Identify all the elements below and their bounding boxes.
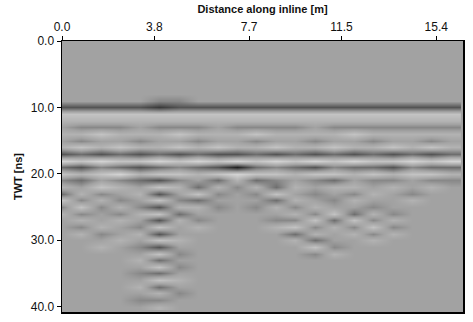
svg-text:Distance along inline [m]: Distance along inline [m] — [197, 3, 328, 15]
svg-text:0.0: 0.0 — [37, 34, 54, 48]
svg-text:0.0: 0.0 — [54, 20, 71, 34]
svg-text:20.0: 20.0 — [31, 167, 55, 181]
svg-text:7.7: 7.7 — [241, 20, 258, 34]
svg-text:30.0: 30.0 — [31, 233, 55, 247]
svg-text:11.5: 11.5 — [330, 20, 353, 34]
svg-text:3.8: 3.8 — [146, 20, 163, 34]
svg-text:15.4: 15.4 — [425, 20, 449, 34]
svg-text:10.0: 10.0 — [31, 101, 55, 115]
svg-text:TWT [ns]: TWT [ns] — [12, 153, 24, 200]
svg-text:40.0: 40.0 — [31, 300, 55, 314]
